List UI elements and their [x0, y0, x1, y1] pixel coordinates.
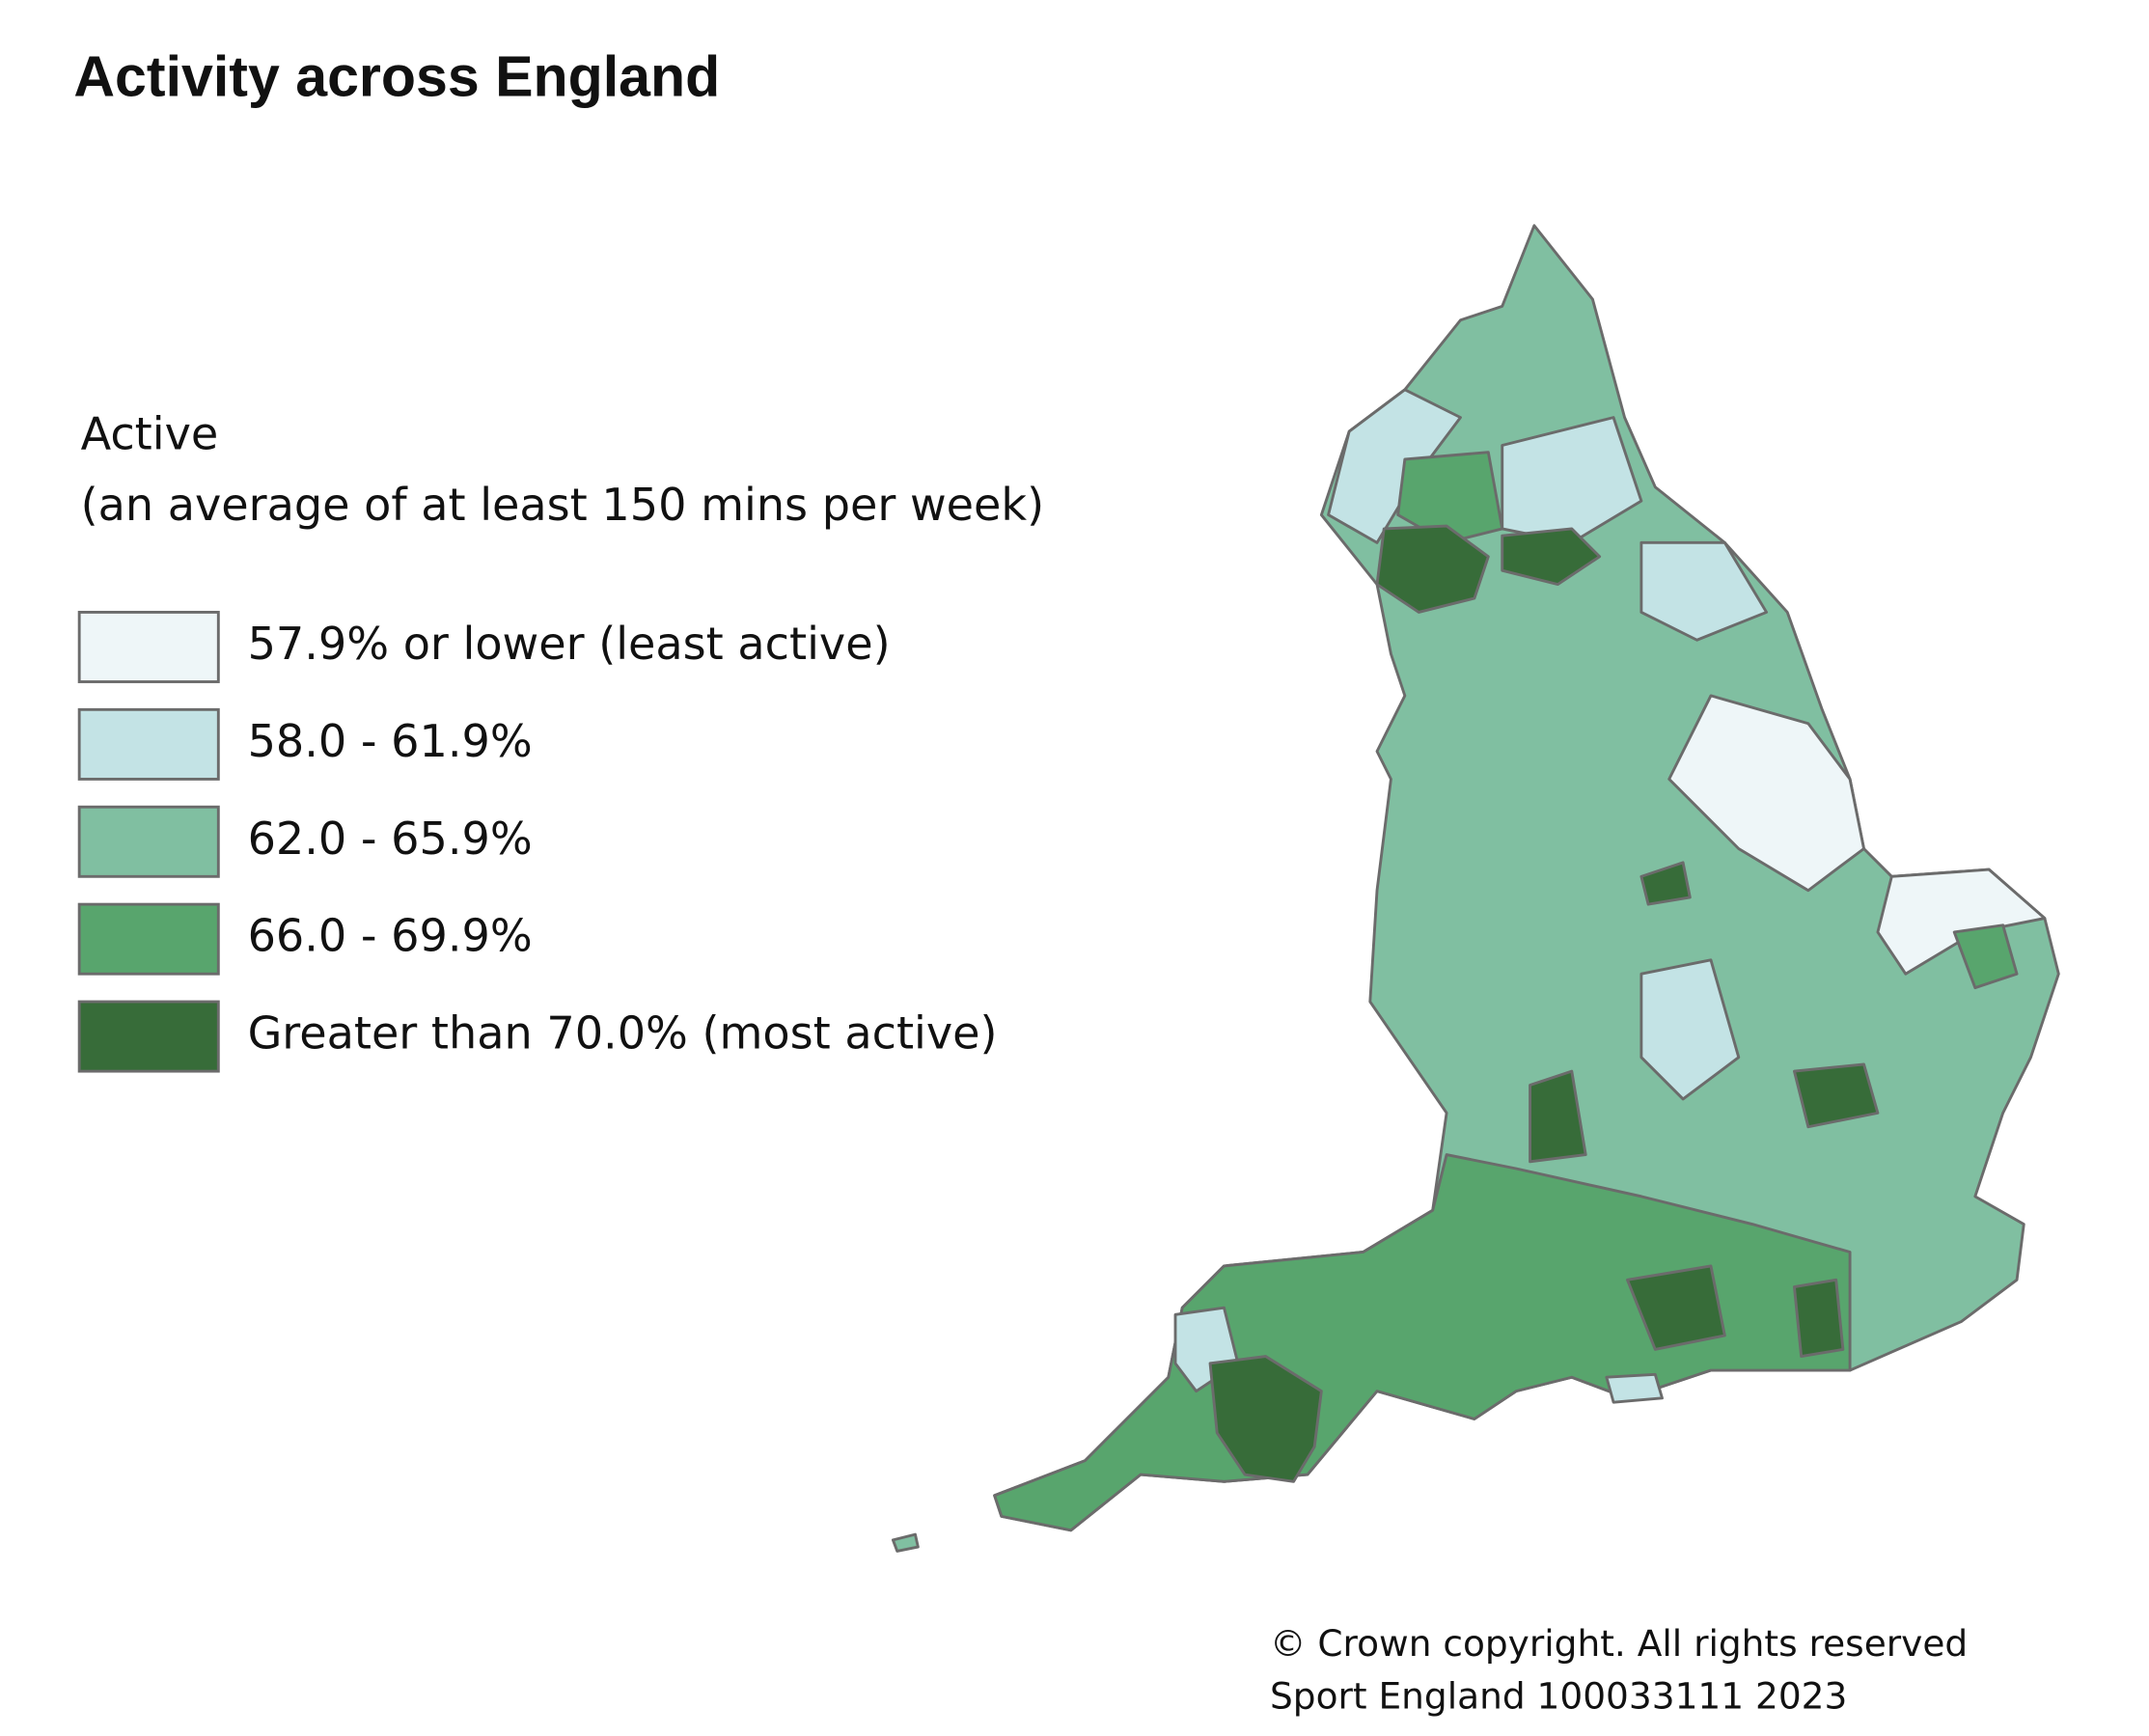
legend-swatch [77, 1000, 220, 1073]
region-dark-lakes [1375, 524, 1490, 614]
legend-label: 57.9% or lower (least active) [248, 618, 891, 670]
region-dark-herts [1792, 1062, 1880, 1129]
region-mid-norfolk [1952, 923, 2019, 990]
legend-swatch [77, 805, 220, 878]
legend-label: 62.0 - 65.9% [248, 813, 533, 865]
legend-swatch [77, 610, 220, 683]
legend-label: Greater than 70.0% (most active) [248, 1007, 998, 1060]
legend: 57.9% or lower (least active) 58.0 - 61.9… [77, 610, 998, 1073]
title: Activity across England [73, 44, 720, 108]
credit: Sport England 100033111 2023 [1270, 1675, 1847, 1718]
region-light-yorks [1639, 540, 1769, 642]
region-mid-cumbria [1396, 451, 1504, 544]
region-light-north [1501, 416, 1643, 544]
region-dark-sussex [1792, 1278, 1845, 1359]
england-map [891, 224, 2060, 1553]
copyright: © Crown copyright. All rights reserved [1270, 1622, 1968, 1665]
region-dark-dales [1501, 527, 1602, 587]
region-dark-devon [1208, 1355, 1323, 1483]
region-light-east [1667, 694, 1865, 893]
region-light-wight [1605, 1372, 1664, 1404]
legend-label: 66.0 - 69.9% [248, 910, 533, 962]
legend-label: 58.0 - 61.9% [248, 715, 533, 767]
legend-swatch [77, 707, 220, 781]
region-dark-cotswolds [1529, 1069, 1587, 1164]
legend-title: Active [81, 407, 219, 459]
region-dark-surrey [1626, 1264, 1726, 1351]
region-sw [993, 1153, 1852, 1532]
region-scilly [891, 1532, 920, 1553]
legend-subtitle: (an average of at least 150 mins per wee… [81, 479, 1045, 531]
region-dark-leics [1639, 861, 1692, 906]
legend-swatch [77, 902, 220, 976]
region-light-midlands [1639, 958, 1741, 1101]
